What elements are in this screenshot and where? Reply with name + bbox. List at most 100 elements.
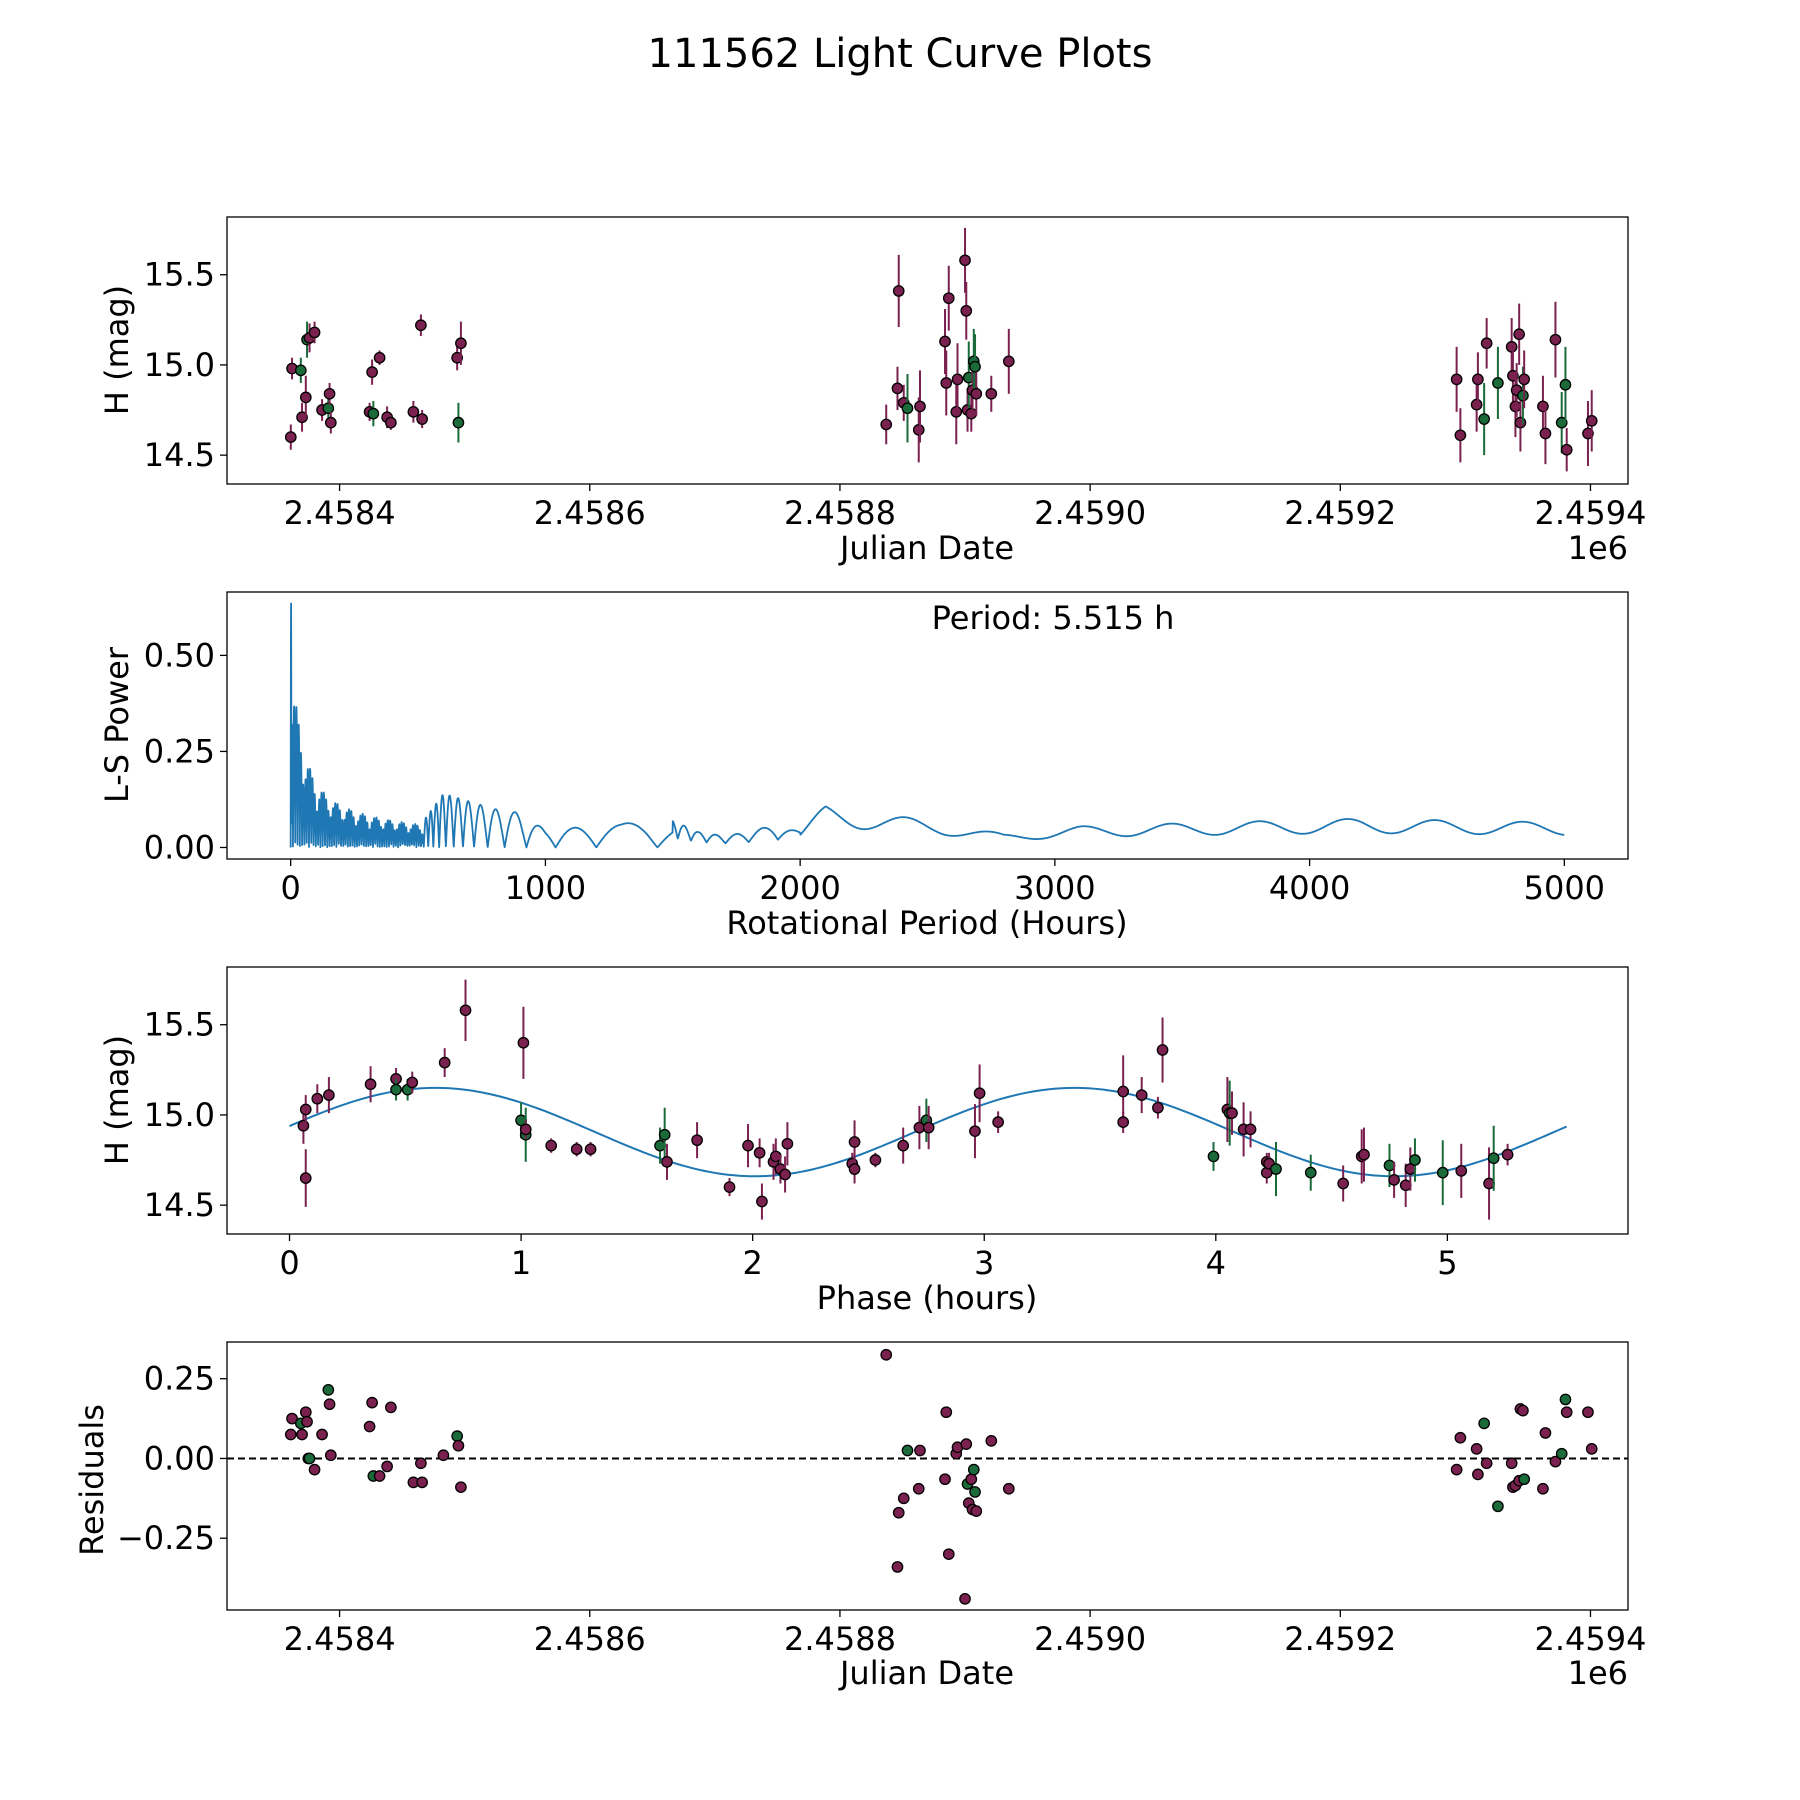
residuals-xlabel: Julian Date — [838, 1654, 1014, 1692]
periodogram-ylabel: L-S Power — [98, 646, 136, 803]
phase-folded-point — [781, 1137, 794, 1150]
periodogram-marks — [289, 602, 1565, 849]
residuals-point — [286, 1412, 298, 1425]
light-curve-point — [294, 364, 307, 377]
light-curve-point — [1002, 355, 1015, 368]
phase-folded-point — [323, 1089, 335, 1101]
phase-folded-ticks: 0 1 2 3 4 5 14.5 15.0 15.5 — [144, 1006, 1458, 1282]
phase-folded-point — [570, 1143, 583, 1156]
residuals-point — [1549, 1455, 1562, 1468]
light-curve-point — [1518, 373, 1531, 386]
residuals-point — [1585, 1443, 1598, 1455]
residuals-point — [323, 1398, 336, 1411]
light-curve-offset-label: 1e6 — [1568, 529, 1628, 567]
phase-folded-ytick-label: 15.0 — [144, 1096, 215, 1134]
residuals-ytick-label: 0.00 — [144, 1439, 215, 1477]
light-curve-point — [1559, 378, 1572, 391]
light-curve-ticks: 2.4584 2.4586 2.4588 2.4590 2.4592 2.4594 14.5… — [144, 256, 1647, 532]
light-curve-point — [322, 402, 335, 415]
phase-folded-point — [691, 1134, 703, 1147]
light-curve-point — [284, 431, 297, 443]
light-curve-point — [296, 411, 308, 424]
residuals-point — [385, 1401, 397, 1414]
periodogram-xtick-label: 0 — [281, 869, 301, 907]
phase-folded-point — [1388, 1174, 1400, 1186]
light-curve-point — [892, 285, 905, 297]
residuals-point — [324, 1449, 337, 1462]
light-curve-xtick-label: 2.4592 — [1284, 494, 1396, 532]
residuals-xtick-label: 2.4590 — [1034, 1620, 1146, 1658]
phase-folded-point — [922, 1121, 935, 1134]
residuals-point — [967, 1463, 980, 1476]
phase-folded-ytick-label: 14.5 — [144, 1186, 215, 1224]
light-curve-point — [1454, 429, 1467, 442]
light-curve-point — [942, 292, 955, 305]
residuals-point — [940, 1406, 953, 1419]
light-curve-point — [1560, 443, 1573, 456]
residuals-xtick-label: 2.4586 — [534, 1620, 646, 1658]
light-curve-point — [415, 319, 427, 332]
phase-folded-point — [992, 1116, 1004, 1128]
light-curve-point — [1505, 341, 1518, 353]
phase-folded-xlabel: Phase (hours) — [817, 1279, 1038, 1317]
phase-folded-point — [1117, 1116, 1130, 1128]
phase-folded-point — [969, 1125, 981, 1138]
period-annotation: Period: 5.515 h — [932, 599, 1175, 637]
residuals-point — [455, 1481, 467, 1494]
periodogram-line — [289, 602, 1565, 849]
phase-folded-xtick-label: 0 — [279, 1244, 299, 1282]
residuals-ytick-label: −0.25 — [117, 1519, 215, 1557]
residuals-marks — [227, 1348, 1628, 1605]
light-curve-point — [960, 304, 973, 317]
residuals-xtick-label: 2.4594 — [1534, 1620, 1646, 1658]
light-curve-xtick-label: 2.4590 — [1034, 494, 1146, 532]
light-curve-point — [901, 402, 914, 415]
residuals-point — [451, 1430, 464, 1442]
phase-folded-point — [459, 1004, 472, 1017]
residuals-point — [299, 1406, 312, 1419]
light-curve-point — [880, 418, 893, 431]
figure-title: 111562 Light Curve Plots — [648, 31, 1153, 77]
residuals-point — [1537, 1482, 1549, 1495]
residuals-point — [960, 1438, 973, 1450]
residuals-point — [970, 1505, 983, 1517]
phase-folded-point — [723, 1181, 736, 1193]
periodogram-xtick-label: 1000 — [505, 869, 586, 907]
residuals-xtick-label: 2.4592 — [1284, 1620, 1396, 1658]
residuals-point — [880, 1348, 893, 1361]
residuals-point — [1472, 1468, 1484, 1481]
residuals-point — [897, 1492, 910, 1505]
periodogram-ytick-label: 0.25 — [144, 732, 215, 770]
light-curve-point — [969, 360, 981, 373]
panel-periodogram: 0 1000 2000 3000 4000 5000 0.00 0.25 0.50 Period… — [98, 591, 1629, 942]
residuals-point — [1478, 1417, 1490, 1430]
light-curve-point — [416, 413, 428, 425]
periodogram-ytick-label: 0.50 — [144, 636, 215, 674]
light-curve-point — [891, 382, 904, 395]
light-curve-point — [965, 407, 978, 420]
light-curve-ytick-label: 14.5 — [144, 436, 215, 474]
phase-folded-point — [406, 1076, 419, 1089]
light-curve-point — [308, 326, 321, 339]
phase-folded-xtick-label: 2 — [742, 1244, 762, 1282]
light-curve-point — [385, 416, 397, 429]
light-curve-point — [299, 391, 312, 404]
light-curve-point — [985, 387, 998, 400]
light-curve-frame — [226, 216, 1629, 485]
light-curve-point — [1450, 373, 1463, 386]
residuals-point — [1555, 1447, 1568, 1460]
residuals-point — [965, 1473, 978, 1486]
phase-folded-xtick-label: 3 — [974, 1244, 994, 1282]
phase-folded-point — [1152, 1101, 1164, 1114]
phase-folded-point — [519, 1123, 532, 1136]
residuals-point — [381, 1460, 393, 1473]
light-curve-point — [1513, 328, 1526, 341]
phase-folded-ylabel: H (mag) — [98, 1035, 136, 1165]
phase-folded-point — [973, 1087, 986, 1100]
light-curve-point — [951, 373, 964, 386]
light-curve-point — [1470, 398, 1483, 411]
periodogram-ticks: 0 1000 2000 3000 4000 5000 0.00 0.25 0.50 — [144, 636, 1605, 907]
phase-folded-point — [1487, 1152, 1500, 1165]
residuals-point — [891, 1561, 904, 1573]
